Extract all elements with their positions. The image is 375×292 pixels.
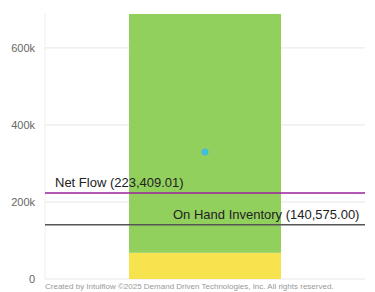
tick-label: 0 [29, 273, 35, 285]
y-axis-line [45, 14, 46, 279]
tick-label: 600k [11, 42, 35, 54]
reference-label: Net Flow (223,409.01) [55, 175, 184, 190]
credit: Created by Intuiflow ©2025 Demand Driven… [45, 282, 334, 291]
bar [129, 253, 281, 279]
tick-label: 400k [11, 119, 35, 131]
marker [202, 148, 209, 155]
tick-label: 200k [11, 196, 35, 208]
chart: 0 200k 400k 600k Net Flow (223,409.01) On Han… [0, 0, 375, 292]
reference-line [45, 192, 365, 194]
plot-marks [45, 14, 365, 279]
reference-line [45, 224, 365, 226]
reference-label: On Hand Inventory (140,575.00) [173, 207, 359, 222]
